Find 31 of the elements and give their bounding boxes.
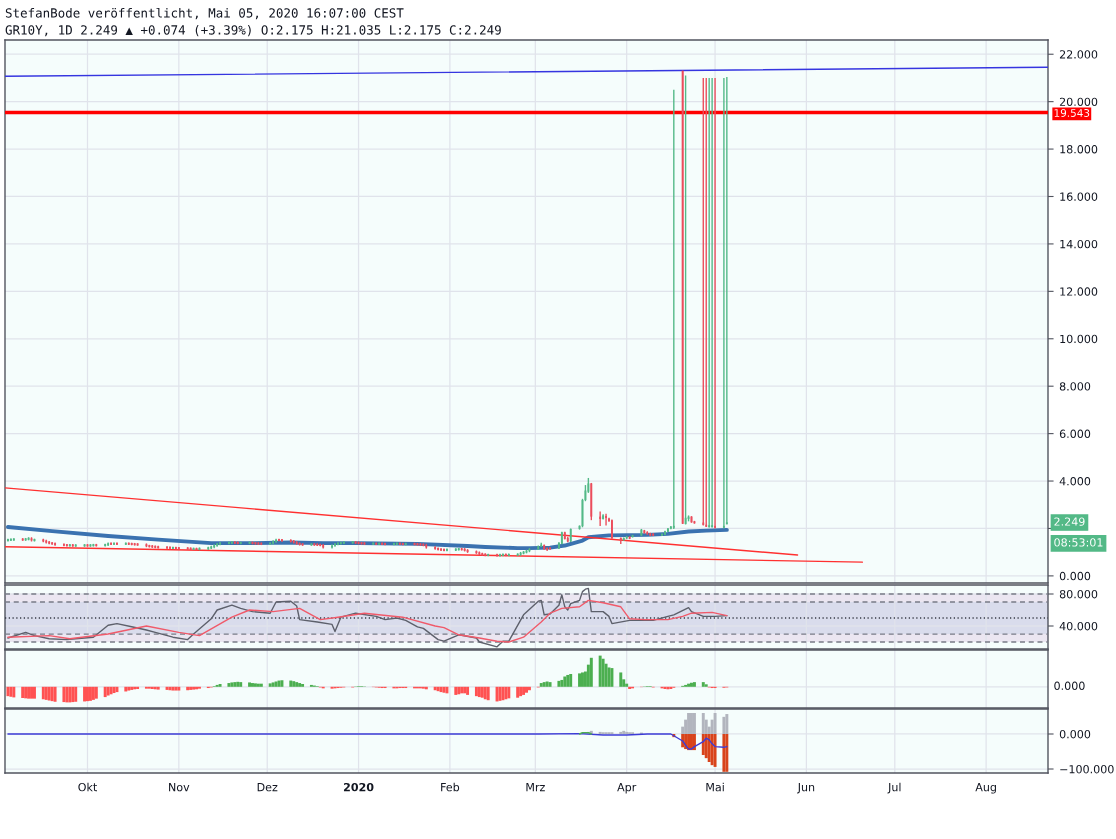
y-tick-label: 12.000 bbox=[1060, 287, 1098, 296]
x-tick-label: Mai bbox=[706, 782, 724, 792]
x-tick-label: Mrz bbox=[526, 783, 545, 792]
x-tick-label: Okt bbox=[78, 782, 97, 792]
x-tick-label: Jun bbox=[797, 783, 815, 794]
chart-subtitle: GR10Y, 1D 2.249 ▲ +0.074 (+3.39%) O:2.175 H:21.035 L:2.175 C:2.249 bbox=[5, 25, 501, 37]
x-tick-label: Apr bbox=[617, 783, 637, 794]
y-tick-label: 4.000 bbox=[1059, 477, 1091, 486]
y-tick-label: 0.000 bbox=[1059, 729, 1091, 739]
y-tick-label: 16.000 bbox=[1060, 192, 1098, 201]
x-tick-label: Jul bbox=[887, 782, 901, 794]
y-tick-label: 40.000 bbox=[1059, 621, 1098, 631]
chart-title: StefanBode veröffentlicht, Mai 05, 2020 16:07:00 CEST bbox=[5, 7, 404, 20]
y-tick-label: −100.000 bbox=[1060, 764, 1114, 774]
text: 2.249 bbox=[1054, 517, 1085, 526]
y-tick-label: 20.000 bbox=[1059, 97, 1098, 107]
text: 08:53:01 bbox=[1054, 538, 1103, 547]
y-tick-label: 18.000 bbox=[1060, 145, 1098, 154]
y-tick-label: 0.000 bbox=[1059, 571, 1091, 581]
y-tick-label: 80.000 bbox=[1059, 589, 1098, 599]
x-tick-label: 2020 bbox=[343, 782, 374, 792]
y-tick-label: 22.000 bbox=[1059, 50, 1098, 59]
x-tick-label: Feb bbox=[441, 782, 460, 792]
y-tick-label: 6.000 bbox=[1059, 429, 1091, 438]
x-tick-label: Nov bbox=[169, 783, 190, 792]
y-tick-label: 10.000 bbox=[1060, 334, 1098, 344]
x-tick-label: Aug bbox=[975, 783, 996, 794]
y-tick-label: 14.000 bbox=[1060, 239, 1098, 249]
y-tick-label: 8.000 bbox=[1059, 382, 1091, 391]
x-tick-label: Dez bbox=[257, 783, 278, 792]
ref-line-label: 19.543 bbox=[1054, 109, 1090, 117]
